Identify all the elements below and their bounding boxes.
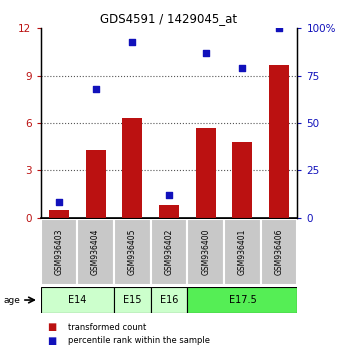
Bar (41, 219, 77, 285)
Bar (187, 287, 297, 313)
Point (93, 86, 98, 92)
Bar (261, 219, 297, 285)
Bar (114, 219, 151, 285)
Bar (187, 219, 224, 285)
Text: E15: E15 (123, 295, 142, 305)
Bar (159, 205, 179, 218)
Point (276, 25, 282, 31)
Text: GSM936401: GSM936401 (238, 229, 247, 275)
Text: GSM936405: GSM936405 (128, 229, 137, 275)
Bar (49, 210, 69, 218)
Point (203, 50, 209, 56)
Point (129, 39, 135, 44)
Bar (114, 287, 151, 313)
Bar (151, 219, 187, 285)
Text: GSM936400: GSM936400 (201, 229, 210, 275)
Bar (151, 287, 187, 313)
Text: ■: ■ (47, 336, 56, 346)
Bar (77, 219, 114, 285)
Text: percentile rank within the sample: percentile rank within the sample (68, 336, 210, 345)
Text: ■: ■ (47, 322, 56, 332)
Point (166, 192, 172, 198)
Bar (122, 118, 142, 218)
Text: GSM936404: GSM936404 (91, 229, 100, 275)
Text: transformed count: transformed count (68, 323, 146, 332)
Bar (196, 128, 216, 218)
Bar (224, 219, 261, 285)
Bar (41, 287, 114, 313)
Text: age: age (3, 296, 20, 304)
Point (56, 199, 62, 205)
Bar (232, 142, 252, 218)
Bar (269, 65, 289, 218)
Text: GSM936406: GSM936406 (274, 229, 284, 275)
Point (240, 65, 245, 71)
Text: GDS4591 / 1429045_at: GDS4591 / 1429045_at (100, 12, 238, 25)
Text: E14: E14 (68, 295, 87, 305)
Text: GSM936403: GSM936403 (54, 229, 64, 275)
Text: E17.5: E17.5 (228, 295, 256, 305)
Bar (86, 150, 106, 218)
Text: GSM936402: GSM936402 (165, 229, 173, 275)
Text: E16: E16 (160, 295, 178, 305)
